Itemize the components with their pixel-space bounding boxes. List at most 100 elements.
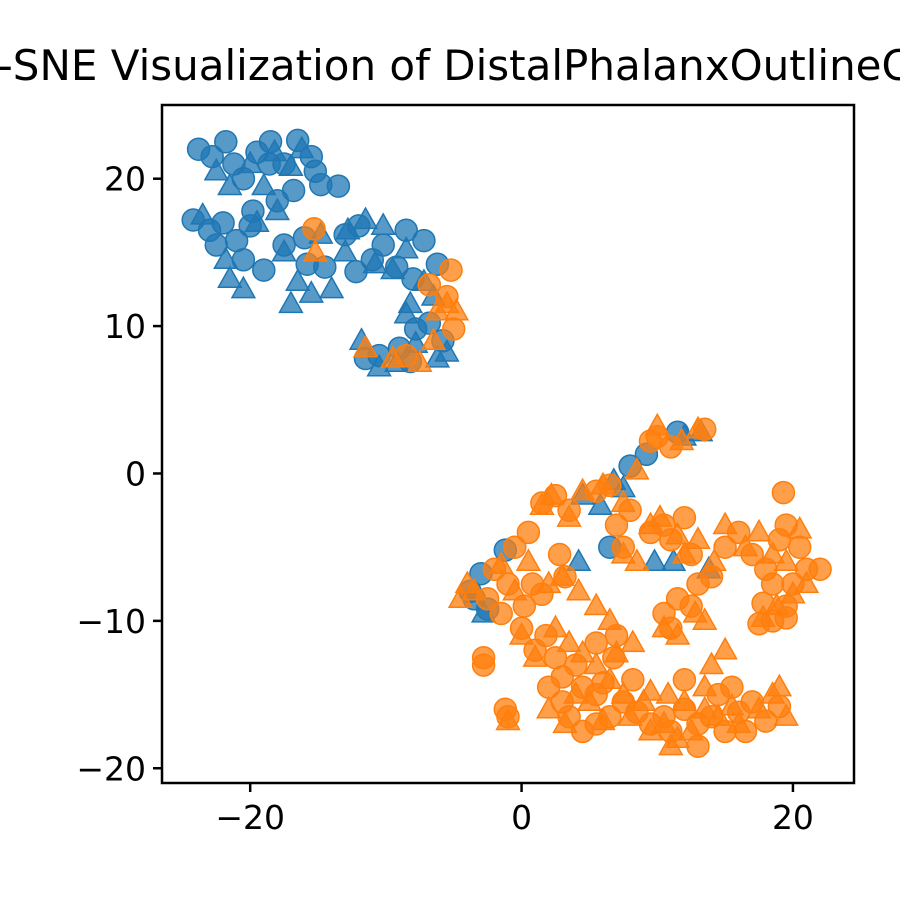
point-triangle-s3-73 <box>495 707 521 731</box>
x-tick-label-2: 20 <box>772 798 814 837</box>
point-triangle-s1-34 <box>332 238 358 262</box>
point-triangle-s1-35 <box>261 138 288 162</box>
point-triangle-s3-67 <box>773 703 799 726</box>
point-triangle-s3-22 <box>624 456 650 480</box>
point-circle-s2-96 <box>550 665 575 689</box>
point-circle-s0-20 <box>204 233 229 257</box>
point-triangle-s3-74 <box>536 695 562 719</box>
point-triangle-s3-4 <box>380 344 406 368</box>
point-triangle-s3-35 <box>787 515 813 539</box>
point-triangle-s3-53 <box>610 681 636 704</box>
point-triangle-s3-51 <box>583 651 609 675</box>
point-circle-s2-0 <box>302 217 326 241</box>
point-triangle-s1-21 <box>370 212 396 236</box>
point-triangle-s3-43 <box>651 614 677 638</box>
point-triangle-s3-13 <box>447 585 474 608</box>
point-triangle-s3-7 <box>424 297 451 321</box>
point-circle-s2-75 <box>787 535 812 559</box>
y-tick-label-4: 20 <box>104 160 146 199</box>
point-triangle-s1-0 <box>203 157 229 181</box>
point-circle-s2-47 <box>471 653 496 677</box>
point-triangle-s3-79 <box>583 592 609 616</box>
point-triangle-s3-62 <box>719 692 745 716</box>
point-triangle-s1-4 <box>278 153 304 177</box>
point-circle-s2-69 <box>713 535 737 559</box>
point-triangle-s3-12 <box>461 577 487 601</box>
point-triangle-s3-80 <box>565 577 592 601</box>
scatter-points <box>181 128 832 758</box>
point-triangle-s3-44 <box>610 540 636 564</box>
point-circle-s2-88 <box>547 542 572 567</box>
point-circle-s2-83 <box>771 480 796 505</box>
point-circle-s2-1 <box>439 258 463 282</box>
point-triangle-s3-26 <box>664 521 691 545</box>
point-circle-s0-44 <box>309 172 333 197</box>
x-tick-label-1: 0 <box>511 798 532 837</box>
point-triangle-s3-34 <box>773 548 799 572</box>
point-circle-s2-84 <box>760 572 785 596</box>
point-triangle-s1-8 <box>190 201 216 225</box>
point-triangle-s3-29 <box>701 548 727 572</box>
point-triangle-s1-40 <box>641 548 668 572</box>
point-triangle-s3-48 <box>542 614 569 638</box>
point-triangle-s3-8 <box>644 412 670 436</box>
point-triangle-s3-6 <box>443 297 470 321</box>
point-triangle-s3-57 <box>651 710 677 734</box>
point-circle-s0-21 <box>252 258 276 282</box>
point-triangle-s1-19 <box>352 206 379 230</box>
point-circle-s2-4 <box>417 273 442 297</box>
point-triangle-s3-55 <box>617 703 643 726</box>
point-triangle-s3-25 <box>647 504 673 527</box>
point-circle-s2-3 <box>441 317 466 341</box>
y-tick-label-0: −20 <box>76 749 146 788</box>
point-triangle-s3-2 <box>420 327 447 350</box>
point-triangle-s3-10 <box>685 415 711 439</box>
point-triangle-s3-46 <box>549 563 575 586</box>
point-triangle-s3-59 <box>678 717 704 741</box>
point-triangle-s1-1 <box>217 172 243 196</box>
point-triangle-s1-9 <box>213 246 239 269</box>
point-triangle-s3-63 <box>726 710 752 734</box>
point-triangle-s3-23 <box>610 489 636 513</box>
point-triangle-s3-36 <box>793 570 820 594</box>
point-triangle-s1-23 <box>393 235 419 259</box>
point-triangle-s1-12 <box>271 238 297 262</box>
point-circle-s2-94 <box>621 668 645 692</box>
point-triangle-s3-78 <box>597 607 623 631</box>
point-triangle-s1-20 <box>362 250 388 274</box>
point-triangle-s3-45 <box>624 548 650 572</box>
point-triangle-s3-47 <box>536 570 562 594</box>
point-circle-s2-11 <box>516 520 541 545</box>
point-triangle-s1-15 <box>298 280 324 303</box>
point-triangle-s3-66 <box>766 673 793 697</box>
point-triangle-s3-3 <box>352 334 379 358</box>
point-triangle-s3-42 <box>692 607 718 631</box>
point-triangle-s3-39 <box>750 604 776 628</box>
point-triangle-s3-31 <box>732 533 759 557</box>
point-triangle-s1-7 <box>244 209 270 233</box>
point-triangle-s3-75 <box>563 681 589 704</box>
point-triangle-s3-9 <box>669 427 695 451</box>
point-triangle-s3-28 <box>685 526 711 549</box>
point-circle-s2-10 <box>503 535 527 559</box>
point-triangle-s1-33 <box>434 339 460 362</box>
point-triangle-s1-22 <box>380 256 406 280</box>
y-tick-label-2: 0 <box>125 454 146 493</box>
point-triangle-s3-33 <box>759 540 786 564</box>
point-triangle-s3-49 <box>556 629 582 653</box>
point-triangle-s3-5 <box>407 349 433 373</box>
point-triangle-s1-10 <box>217 265 243 289</box>
point-triangle-s3-70 <box>637 678 664 701</box>
point-triangle-s3-32 <box>746 518 772 542</box>
point-triangle-s3-60 <box>692 695 718 719</box>
point-triangle-s3-0 <box>302 238 328 262</box>
point-triangle-s1-6 <box>264 197 290 221</box>
point-triangle-s1-16 <box>318 275 345 299</box>
point-triangle-s3-52 <box>597 666 623 689</box>
point-triangle-s1-14 <box>278 290 304 314</box>
point-triangle-s3-15 <box>515 548 542 572</box>
point-triangle-s3-85 <box>692 673 718 697</box>
axes: −20 0 20 −20 −10 0 10 20 <box>76 160 814 837</box>
point-triangle-s1-45 <box>470 599 497 623</box>
point-circle-s0-32 <box>412 228 436 253</box>
